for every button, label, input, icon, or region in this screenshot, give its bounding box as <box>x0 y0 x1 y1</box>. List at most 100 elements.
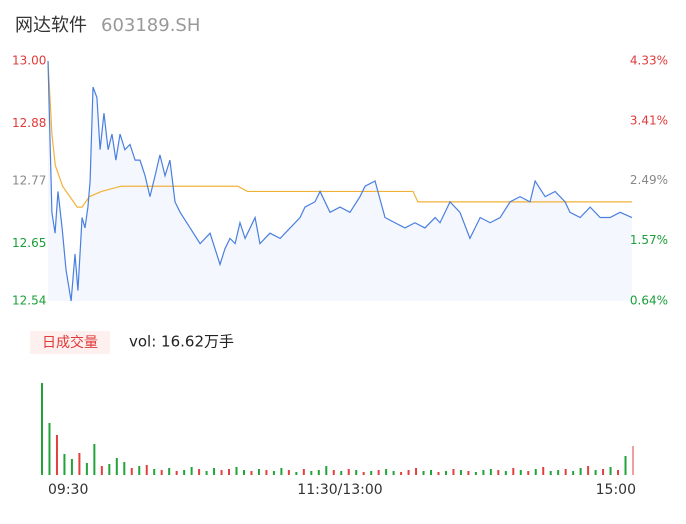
volume-bar <box>123 462 126 475</box>
volume-bar <box>168 468 171 475</box>
volume-bar <box>175 471 178 475</box>
volume-bar <box>564 469 567 475</box>
volume-bar <box>100 466 103 475</box>
y-tick-label: 12.77 <box>12 174 46 188</box>
volume-bar <box>317 470 320 475</box>
volume-bar <box>489 469 492 475</box>
volume-bar <box>579 468 582 475</box>
volume-bar <box>602 469 605 475</box>
volume-bar <box>325 466 328 475</box>
volume-bar <box>55 435 58 475</box>
stock-name: 网达软件 <box>15 15 87 36</box>
volume-bar <box>482 470 485 475</box>
volume-bar <box>145 465 148 475</box>
volume-bar <box>452 469 455 475</box>
y-tick-label: 12.88 <box>12 116 46 130</box>
volume-bar <box>220 470 223 475</box>
volume-bar <box>213 468 216 475</box>
y-tick-label: 13.00 <box>12 54 46 68</box>
volume-bar <box>138 466 141 475</box>
volume-bar <box>385 469 388 475</box>
volume-bar <box>70 459 73 475</box>
volume-bar <box>362 472 365 475</box>
volume-bar <box>549 471 552 475</box>
x-tick-label: 09:30 <box>48 482 88 498</box>
volume-bar <box>587 466 590 475</box>
volume-total: vol: 16.62万手 <box>129 333 234 351</box>
x-tick-label: 15:00 <box>596 482 636 498</box>
volume-bar <box>519 470 522 475</box>
volume-bar <box>340 471 343 475</box>
volume-bar <box>407 470 410 475</box>
volume-bar <box>78 453 81 475</box>
volume-bar <box>130 468 133 475</box>
y2-tick-label: 1.57% <box>630 233 668 247</box>
stock-code: 603189.SH <box>101 15 200 36</box>
volume-bar <box>355 470 358 475</box>
volume-bar <box>257 469 260 475</box>
y2-tick-label: 2.49% <box>630 173 668 187</box>
volume-bar <box>302 469 305 475</box>
volume-bar <box>444 471 447 475</box>
y2-tick-label: 0.64% <box>630 294 668 308</box>
volume-bar <box>242 470 245 475</box>
volume-bar <box>93 444 96 475</box>
volume-bar <box>160 470 163 475</box>
volume-bar <box>280 468 283 475</box>
volume-bar <box>632 446 634 475</box>
x-tick-label: 11:30/13:00 <box>297 482 382 498</box>
volume-bar <box>85 463 88 475</box>
price-line <box>47 60 633 302</box>
volume-bar <box>497 470 500 475</box>
volume-bar <box>527 471 530 475</box>
volume-bar <box>609 467 612 475</box>
volume-bar <box>295 472 298 475</box>
y-tick-label: 12.54 <box>12 294 46 308</box>
volume-bar <box>198 469 201 475</box>
volume-bar <box>624 456 627 475</box>
volume-bar <box>617 470 620 475</box>
volume-bar <box>422 471 425 475</box>
volume-bar <box>512 468 515 475</box>
volume-bar <box>474 472 477 475</box>
y2-tick-label: 4.33% <box>630 54 668 68</box>
volume-bar <box>370 471 373 475</box>
volume-bar <box>572 471 575 475</box>
y-tick-label: 12.65 <box>12 236 46 250</box>
volume-bar <box>430 470 433 475</box>
volume-bar <box>594 470 597 475</box>
volume-bar <box>504 471 507 475</box>
volume-bar <box>235 467 238 475</box>
volume-bar <box>400 472 403 475</box>
volume-bar <box>377 470 380 475</box>
volume-bar <box>48 423 51 475</box>
volume-bar <box>310 471 313 475</box>
volume-bar <box>63 454 66 475</box>
volume-bar <box>534 469 537 475</box>
volume-bar <box>437 472 440 475</box>
volume-bar <box>205 471 208 475</box>
price-area <box>48 61 632 301</box>
volume-bar <box>287 470 290 475</box>
volume-bar <box>272 471 275 475</box>
volume-bar <box>190 467 193 475</box>
volume-tag <box>30 331 110 354</box>
volume-bar <box>265 470 268 475</box>
volume-bar <box>250 471 253 475</box>
volume-bar <box>108 464 111 475</box>
volume-bar <box>459 470 462 475</box>
volume-bar <box>228 469 231 475</box>
volume-bar <box>392 471 395 475</box>
volume-bar <box>41 383 43 475</box>
volume-bar <box>332 470 335 475</box>
volume-bar <box>467 471 470 475</box>
volume-bar <box>183 470 186 475</box>
volume-bar <box>115 458 118 475</box>
volume-bar <box>542 467 545 475</box>
volume-bar <box>153 469 156 475</box>
volume-bar <box>557 470 560 475</box>
y2-tick-label: 3.41% <box>630 113 668 127</box>
volume-bar <box>347 469 350 475</box>
volume-title: 日成交量 <box>42 334 98 351</box>
